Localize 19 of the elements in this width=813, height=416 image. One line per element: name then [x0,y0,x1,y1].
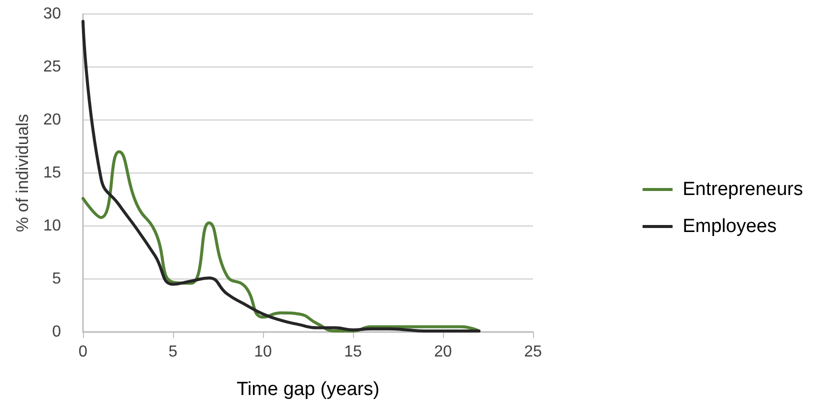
x-tick-label: 5 [168,344,178,360]
x-axis-title: Time gap (years) [236,379,380,400]
y-tick-label: 15 [43,164,62,182]
x-tick-label: 15 [344,344,362,360]
x-tick-label: 20 [434,344,452,360]
line-series [82,20,480,332]
legend-label: Entrepreneurs [682,179,804,200]
y-axis-title: % of individuals [13,114,32,232]
x-tick-label: 25 [524,344,542,360]
y-tick-label: 25 [43,58,62,76]
y-tick-label: 30 [43,6,62,22]
y-tick-label: 5 [52,270,62,288]
y-tick-label: 10 [43,218,62,234]
line-series [82,150,480,332]
x-tick-label: 10 [254,344,272,360]
y-tick-label: 0 [52,324,62,340]
y-tick-label: 20 [43,112,62,128]
x-tick-label: 0 [78,344,88,360]
legend-label: Employees [682,216,777,237]
